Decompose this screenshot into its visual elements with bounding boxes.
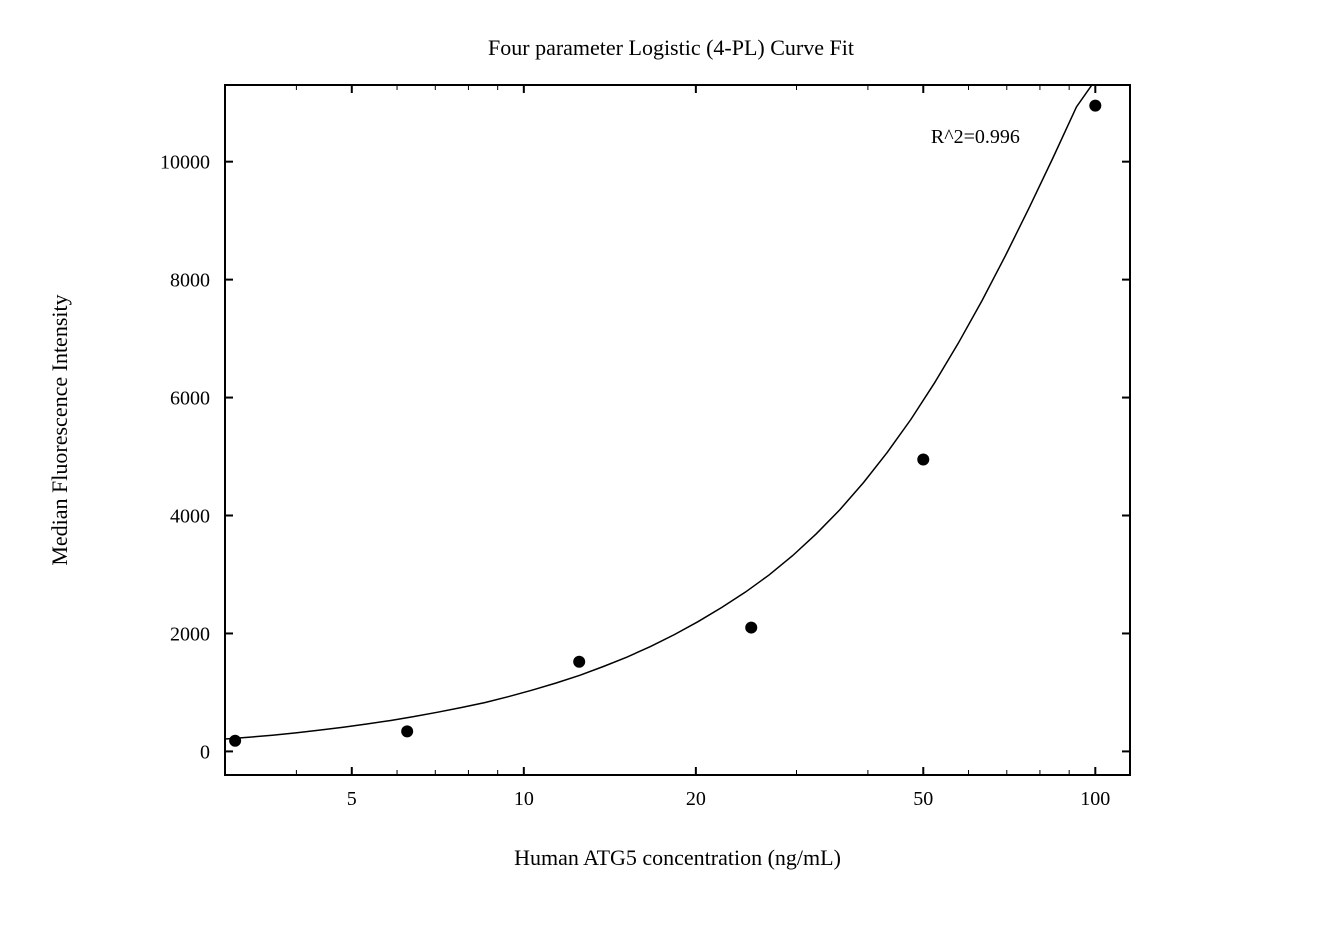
y-tick-label: 2000 <box>170 623 210 645</box>
data-point <box>573 656 585 668</box>
x-tick-label: 10 <box>514 788 534 810</box>
x-tick-label: 20 <box>686 788 706 810</box>
data-point <box>401 725 413 737</box>
data-point <box>229 735 241 747</box>
x-tick-label: 50 <box>913 788 933 810</box>
x-tick-label: 100 <box>1080 788 1110 810</box>
data-point <box>1089 100 1101 112</box>
fit-curve <box>225 73 1119 739</box>
y-tick-label: 6000 <box>170 388 210 410</box>
y-tick-label: 4000 <box>170 506 210 528</box>
chart-svg: 5 10 20 50 100 0 2000 4000 6000 8000 10000 <box>0 0 1342 934</box>
data-point <box>745 622 757 634</box>
y-tick-label: 10000 <box>160 152 210 174</box>
x-tick-label: 5 <box>347 788 357 810</box>
data-point <box>917 453 929 465</box>
y-tick-label: 0 <box>200 741 210 763</box>
chart-container: Four parameter Logistic (4-PL) Curve Fit… <box>0 0 1342 934</box>
y-tick-label: 8000 <box>170 270 210 292</box>
